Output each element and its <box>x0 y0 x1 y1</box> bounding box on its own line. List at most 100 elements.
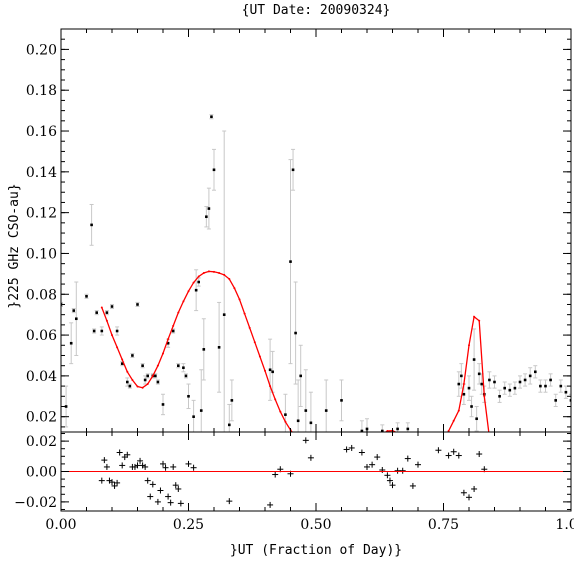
residual-point <box>137 457 144 464</box>
fit-curve-node <box>253 341 256 344</box>
data-point <box>554 399 557 402</box>
fit-curve-node <box>177 311 180 314</box>
fit-curve-node <box>197 275 200 278</box>
data-point <box>291 168 295 172</box>
fit-curve-node <box>223 273 226 276</box>
data-point <box>210 115 213 119</box>
fit-curve-node <box>258 355 261 358</box>
data-point <box>488 378 491 382</box>
data-point <box>340 399 343 402</box>
fit-curve-node <box>156 364 159 367</box>
residual-point <box>226 498 233 505</box>
x-tick-label: 0.00 <box>45 517 76 533</box>
residual-point <box>399 467 406 474</box>
data-point <box>171 329 175 333</box>
fit-curve-node <box>468 344 470 347</box>
fit-curve-node <box>192 281 195 284</box>
upper-panel: 0.02 0.04 0.06 0.08 0.10 0.12 0.14 0.16 0.18 0.20 <box>26 28 572 442</box>
data-point <box>299 374 302 378</box>
y-tick-label: 0.14 <box>26 165 57 181</box>
panel-frame <box>60 431 572 512</box>
data-point <box>268 368 272 372</box>
fit-curve <box>101 270 294 432</box>
residual-point <box>369 461 376 468</box>
data-point <box>120 362 124 365</box>
data-point <box>217 346 221 349</box>
plot-area <box>61 114 571 442</box>
fit-curve-node <box>243 312 246 315</box>
data-point <box>518 380 522 384</box>
fit-curve-node <box>121 358 124 361</box>
y-tick-label: 0.04 <box>26 369 57 385</box>
y-tick-label: 0.12 <box>26 206 57 222</box>
data-point <box>309 421 313 425</box>
residual-point <box>450 448 457 455</box>
fit-curve-node <box>172 324 175 327</box>
data-point <box>230 399 234 402</box>
residual-point <box>466 494 472 501</box>
fit-curve-node <box>111 334 113 337</box>
fit-curve-node <box>213 270 215 273</box>
fit-curve-node <box>381 433 383 435</box>
residual-point <box>162 464 169 471</box>
fit-curve-node <box>141 386 144 389</box>
residual-point <box>124 451 131 458</box>
fit-curve-node <box>228 277 231 280</box>
data-point <box>294 331 297 335</box>
data-point <box>528 374 532 378</box>
residual-point <box>119 462 126 469</box>
data-point <box>470 405 473 408</box>
residual-point <box>394 467 401 474</box>
data-point <box>197 280 200 284</box>
panel-frame <box>60 28 572 433</box>
data-point <box>128 384 132 388</box>
fit-curve-node <box>300 440 302 442</box>
fit-curve-node <box>182 300 185 303</box>
data-point <box>85 295 88 298</box>
fit-curve-node <box>218 272 221 275</box>
data-point <box>564 390 568 394</box>
data-point <box>182 366 185 370</box>
residual-point <box>389 482 396 489</box>
residual-point <box>103 463 110 470</box>
residual-point <box>172 482 179 489</box>
x-tick-label: 0.75 <box>428 517 459 533</box>
residual-point <box>157 487 164 494</box>
residual-point <box>307 454 314 461</box>
residual-point <box>101 457 108 464</box>
data-point <box>161 403 165 406</box>
y-tick-label: 0.20 <box>26 42 57 58</box>
residual-point <box>167 499 174 506</box>
data-point <box>480 382 484 386</box>
data-point <box>126 380 129 384</box>
fit-curve-node <box>238 298 241 301</box>
y-tick-label: 0.10 <box>26 246 57 262</box>
residual-panel: −0.02 0.00 0.02 0.00 0.25 0.50 0.75 1.00 <box>14 431 574 533</box>
data-point <box>539 384 542 388</box>
data-point <box>110 305 114 308</box>
data-point <box>69 341 73 345</box>
y-tick-label: 0.00 <box>26 465 57 481</box>
data-point <box>92 329 96 333</box>
data-point <box>523 378 527 382</box>
residual-point <box>116 449 123 456</box>
residual-point <box>302 437 309 444</box>
data-point <box>360 429 364 432</box>
fit-curve-node <box>269 385 272 388</box>
fit-curve-node <box>105 319 108 322</box>
data-point <box>406 427 410 431</box>
residual-point <box>175 485 182 492</box>
data-point <box>199 409 203 412</box>
data-point <box>222 313 226 316</box>
data-point <box>212 168 216 172</box>
fit-curve-node <box>457 409 460 412</box>
data-point <box>296 419 300 423</box>
data-point <box>271 370 274 374</box>
x-tick-label: 1.00 <box>555 517 574 533</box>
fit-curve-node <box>126 370 129 373</box>
y-tick-label: 0.18 <box>26 83 57 99</box>
residual-point <box>109 479 115 486</box>
residual-point <box>476 451 483 458</box>
data-point <box>457 382 461 386</box>
data-point <box>508 388 512 392</box>
